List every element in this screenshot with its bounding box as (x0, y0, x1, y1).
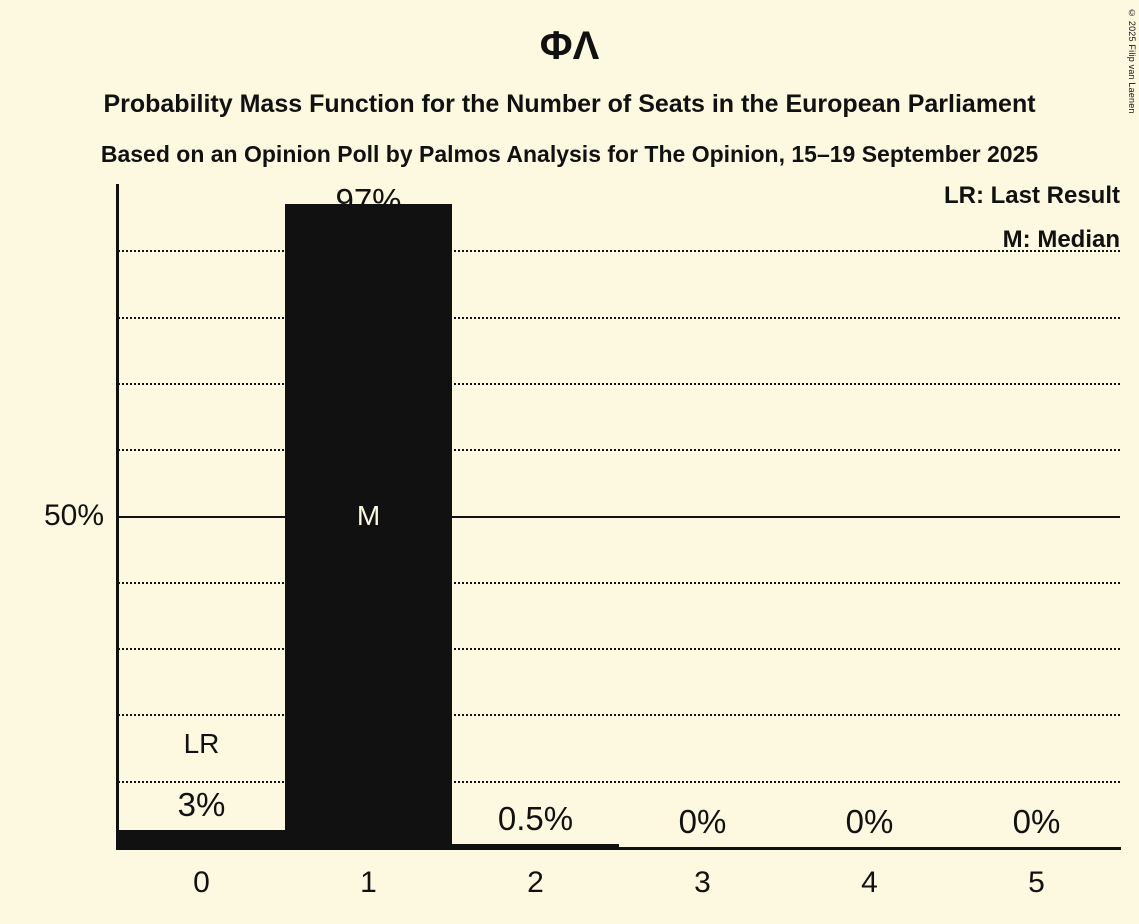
gridline-major (118, 515, 1120, 518)
x-axis-tick-label: 2 (527, 866, 544, 899)
title-block: ΦΛ Probability Mass Function for the Num… (0, 0, 1139, 166)
bar[interactable] (118, 830, 285, 847)
bar[interactable] (452, 843, 619, 847)
copyright-notice: © 2025 Filip van Laenen (1127, 8, 1137, 114)
gridline (118, 316, 1120, 319)
legend-item-median: M: Median (1002, 226, 1120, 253)
gridline (118, 449, 1120, 452)
y-axis-line (116, 184, 119, 847)
x-axis-tick-label: 0 (193, 866, 210, 899)
bar-value-label: 97% (335, 182, 402, 219)
gridline (118, 780, 1120, 783)
bar-value-label: 3% (177, 786, 226, 824)
bar-value-label: 0% (1012, 803, 1061, 840)
median-marker: M (356, 499, 381, 531)
bar-value-label: 0% (678, 803, 727, 840)
bar-slot: 0% (953, 184, 1120, 847)
gridline (118, 581, 1120, 584)
plot-area: 3% LR 97% M 0.5% 0% 0% 0% (116, 184, 1121, 850)
bar-series: 3% LR 97% M 0.5% 0% 0% 0% (118, 184, 1120, 847)
chart-source-note: Based on an Opinion Poll by Palmos Analy… (100, 141, 1039, 167)
bar[interactable] (285, 203, 452, 847)
x-axis-tick-label: 5 (1028, 866, 1045, 899)
x-axis-tick-label: 4 (861, 866, 878, 899)
page-title: ΦΛ (539, 24, 600, 68)
bar-value-label: 0.5% (497, 799, 574, 837)
bar-slot: 0.5% (452, 184, 619, 847)
bar-slot: 3% LR (118, 184, 285, 847)
bar-slot: 0% (786, 184, 953, 847)
y-axis-tick-label: 50% (43, 498, 104, 532)
x-axis-tick-label: 1 (360, 866, 377, 899)
x-axis-tick-label: 3 (694, 866, 711, 899)
x-axis-line (116, 847, 1121, 850)
chart-subtitle: Probability Mass Function for the Number… (103, 90, 1036, 118)
legend-item-last-result: LR: Last Result (943, 182, 1120, 209)
last-result-marker: LR (183, 728, 220, 760)
bar-value-label: 0% (845, 803, 894, 840)
gridline (118, 714, 1120, 717)
gridline (118, 250, 1120, 253)
gridline (118, 648, 1120, 651)
chart-legend: LR: Last Result M: Median (944, 184, 1120, 252)
bar-slot: 0% (619, 184, 786, 847)
gridline (118, 382, 1120, 385)
bar-slot: 97% M (285, 184, 452, 847)
